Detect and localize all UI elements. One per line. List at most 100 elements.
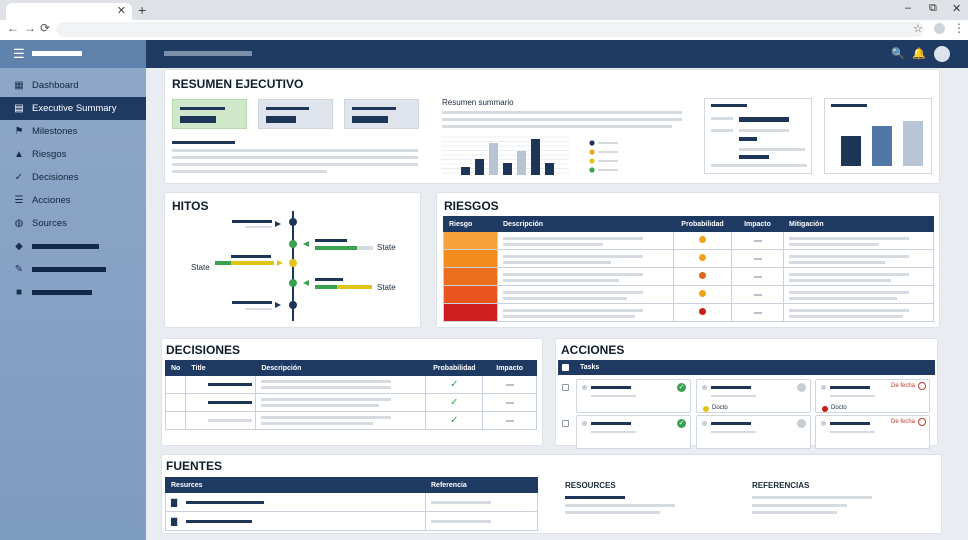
sources-table: Resurces Referencia ▇ ▇: [165, 477, 538, 531]
sidebar-item-bookmark[interactable]: ■: [0, 281, 146, 304]
acciones-title: ACCIONES: [561, 343, 625, 357]
chart-bar[interactable]: [475, 159, 484, 175]
col-impacto[interactable]: Impacto: [482, 360, 537, 376]
back-icon[interactable]: ←: [7, 21, 19, 35]
close-tab-icon[interactable]: ✕: [116, 5, 126, 17]
text-line: [789, 255, 909, 258]
task-card[interactable]: Docto: [696, 379, 811, 413]
kpi-card-2[interactable]: [258, 99, 333, 129]
col-no[interactable]: No: [164, 360, 187, 376]
sidebar-item-milestones[interactable]: ⚑ Milestones: [0, 120, 146, 143]
kpi-value: [352, 116, 388, 123]
check-icon: ✓: [450, 379, 459, 390]
chart-bar[interactable]: [503, 163, 512, 175]
col-referencia[interactable]: Referencia: [425, 477, 538, 493]
col-descripcion[interactable]: Descripción: [255, 360, 427, 376]
chart-bar[interactable]: [461, 167, 470, 175]
referencias-label: REFERENCIAS: [752, 481, 810, 490]
text-line: [711, 431, 756, 433]
browser-profile-avatar[interactable]: [934, 23, 945, 34]
notification-bell-icon[interactable]: 🔔: [912, 48, 926, 60]
task-checkbox[interactable]: [562, 384, 569, 391]
chart-bar[interactable]: [517, 151, 526, 175]
status-circle-icon: [797, 419, 806, 428]
col-riesgo[interactable]: Riesgo: [443, 216, 498, 232]
bookmark-star-icon[interactable]: ☆: [913, 23, 923, 35]
col-title[interactable]: Title: [185, 360, 257, 376]
table-row[interactable]: [443, 303, 934, 322]
sidebar-item-decisiones[interactable]: ✓ Decisiones: [0, 166, 146, 189]
url-input[interactable]: [56, 22, 924, 37]
sidebar-item-label: Dashboard: [32, 80, 79, 91]
probability-cell: [673, 303, 732, 322]
table-row[interactable]: [443, 231, 934, 250]
title-cell: [185, 411, 257, 430]
resource-link[interactable]: [565, 496, 625, 499]
minimize-icon[interactable]: –: [905, 2, 912, 14]
table-row[interactable]: ▇: [165, 492, 538, 512]
table-row[interactable]: [443, 249, 934, 268]
col-mitigacion[interactable]: Mitigación: [783, 216, 934, 232]
text-line: [261, 422, 374, 425]
search-icon[interactable]: 🔍: [891, 48, 905, 60]
chart-panel[interactable]: [824, 98, 932, 174]
chart-bar[interactable]: [841, 136, 861, 166]
col-probabilidad[interactable]: Probabilidad: [425, 360, 484, 376]
task-card[interactable]: ✓: [576, 415, 691, 449]
reload-icon[interactable]: ⟳: [40, 21, 51, 35]
kpi-card-3[interactable]: [344, 99, 419, 129]
sidebar-item-sources[interactable]: ◍ Sources: [0, 212, 146, 235]
chart-bar[interactable]: [489, 143, 498, 175]
table-row[interactable]: ✓: [164, 411, 537, 430]
mitigation-cell: [783, 303, 934, 322]
task-card[interactable]: [696, 415, 811, 449]
legend-swatch: [589, 149, 595, 155]
sidebar-item-executive-summary[interactable]: ▤ Executive Summary: [0, 97, 146, 120]
sidebar-item-edit[interactable]: ✎: [0, 258, 146, 281]
brand-placeholder: [32, 51, 82, 56]
col-descripcion[interactable]: Descripción: [497, 216, 674, 232]
user-avatar[interactable]: [934, 46, 950, 62]
chart-bar[interactable]: [903, 121, 923, 166]
table-row[interactable]: ✓: [164, 393, 537, 412]
col-impacto[interactable]: Impacto: [731, 216, 784, 232]
check-icon: ✓: [14, 172, 24, 183]
task-bullet: [582, 421, 587, 426]
task-checkbox[interactable]: [562, 420, 569, 427]
chart-bar[interactable]: [545, 163, 554, 175]
sidebar-item-dashboard[interactable]: ▦ Dashboard: [0, 74, 146, 97]
table-row[interactable]: ▇: [165, 511, 538, 531]
browser-tab[interactable]: ✕: [6, 3, 132, 20]
sidebar-item-layers[interactable]: ◆: [0, 235, 146, 258]
chart-bar[interactable]: [531, 139, 540, 175]
task-card[interactable]: De fecha Docto: [815, 379, 930, 413]
hamburger-icon[interactable]: ☰: [13, 46, 25, 61]
text-line: [752, 504, 847, 507]
sidebar-item-riesgos[interactable]: ▲ Riesgos: [0, 143, 146, 166]
milestone-state-label: State: [191, 263, 210, 272]
kpi-card-1[interactable]: [172, 99, 247, 129]
task-bullet: [821, 421, 826, 426]
col-resources[interactable]: Resurces: [165, 477, 426, 493]
select-all-checkbox[interactable]: [562, 364, 569, 371]
window-close-icon[interactable]: ✕: [952, 3, 962, 15]
table-row[interactable]: [443, 285, 934, 304]
table-row[interactable]: ✓: [164, 375, 537, 394]
info-panel[interactable]: [704, 98, 812, 174]
sidebar-item-placeholder: [32, 290, 92, 295]
forward-icon[interactable]: →: [24, 21, 36, 35]
chart-bar[interactable]: [872, 126, 892, 166]
col-probabilidad[interactable]: Probabilidad: [673, 216, 732, 232]
table-row[interactable]: [443, 267, 934, 286]
task-card[interactable]: De fecha: [815, 415, 930, 449]
sidebar-item-label: Executive Summary: [32, 103, 117, 114]
mitigation-cell: [783, 249, 934, 268]
browser-menu-icon[interactable]: ⋮: [953, 21, 965, 35]
new-tab-icon[interactable]: +: [138, 2, 147, 18]
legend-label-placeholder: [598, 160, 618, 162]
maximize-icon[interactable]: ⧉: [929, 2, 937, 14]
risk-table: Riesgo Descripción Probabilidad Impacto …: [443, 216, 934, 322]
task-card[interactable]: ✓: [576, 379, 691, 413]
sidebar-item-acciones[interactable]: ☰ Acciones: [0, 189, 146, 212]
impact-cell: [482, 375, 537, 394]
